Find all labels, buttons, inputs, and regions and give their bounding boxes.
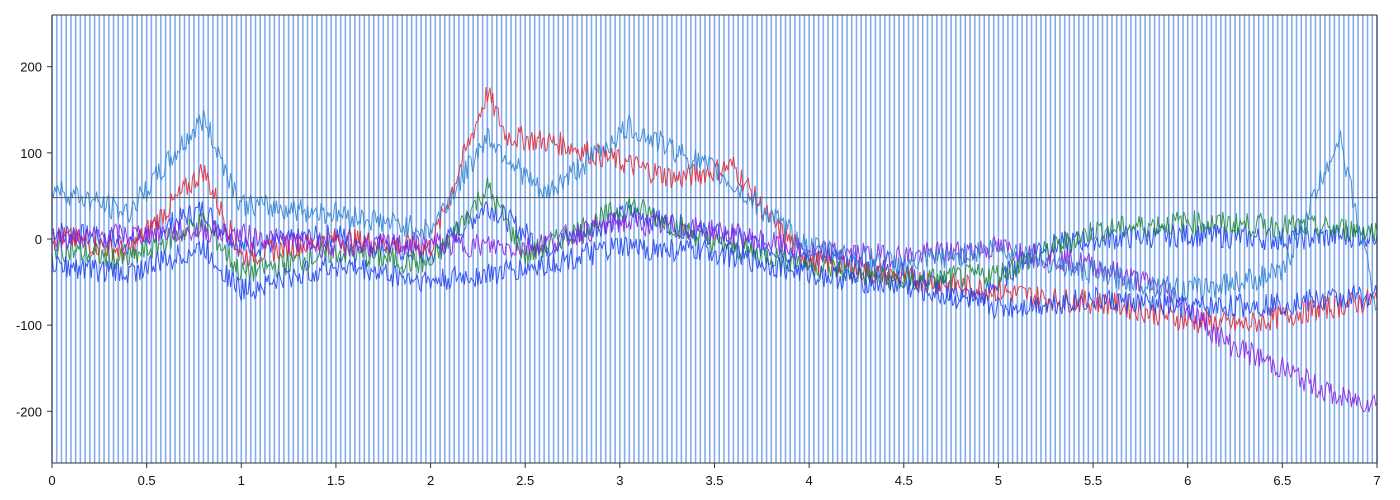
x-tick-label: 1.5 — [327, 473, 345, 488]
x-tick-label: 4 — [806, 473, 813, 488]
x-tick-label: 3 — [616, 473, 623, 488]
y-tick-label: 100 — [20, 146, 42, 161]
x-tick-label: 4.5 — [895, 473, 913, 488]
x-tick-label: 2.5 — [516, 473, 534, 488]
x-tick-label: 0 — [48, 473, 55, 488]
x-tick-label: 5 — [995, 473, 1002, 488]
y-tick-label: 200 — [20, 60, 42, 75]
y-tick-label: -100 — [16, 318, 42, 333]
x-tick-label: 3.5 — [705, 473, 723, 488]
series-line-2 — [51, 177, 1378, 291]
series-line-0 — [51, 200, 1378, 307]
series-group — [51, 87, 1378, 413]
series-line-3 — [51, 211, 1378, 413]
series-line-4 — [51, 110, 1378, 312]
y-tick-label: 0 — [35, 232, 42, 247]
x-tick-label: 6 — [1184, 473, 1191, 488]
x-tick-label: 1 — [238, 473, 245, 488]
x-tick-label: 6.5 — [1273, 473, 1291, 488]
x-tick-label: 0.5 — [138, 473, 156, 488]
axes: 0 0.5 1 1.5 2 2.5 3 3.5 4 4.5 5 5.5 6 6.5 7 200 100 0 -100… — [16, 14, 1381, 488]
series-line-5 — [51, 236, 1378, 320]
y-tick-label: -200 — [16, 404, 42, 419]
x-tick-label: 2 — [427, 473, 434, 488]
x-tick-label: 7 — [1373, 473, 1380, 488]
x-tick-label: 5.5 — [1084, 473, 1102, 488]
